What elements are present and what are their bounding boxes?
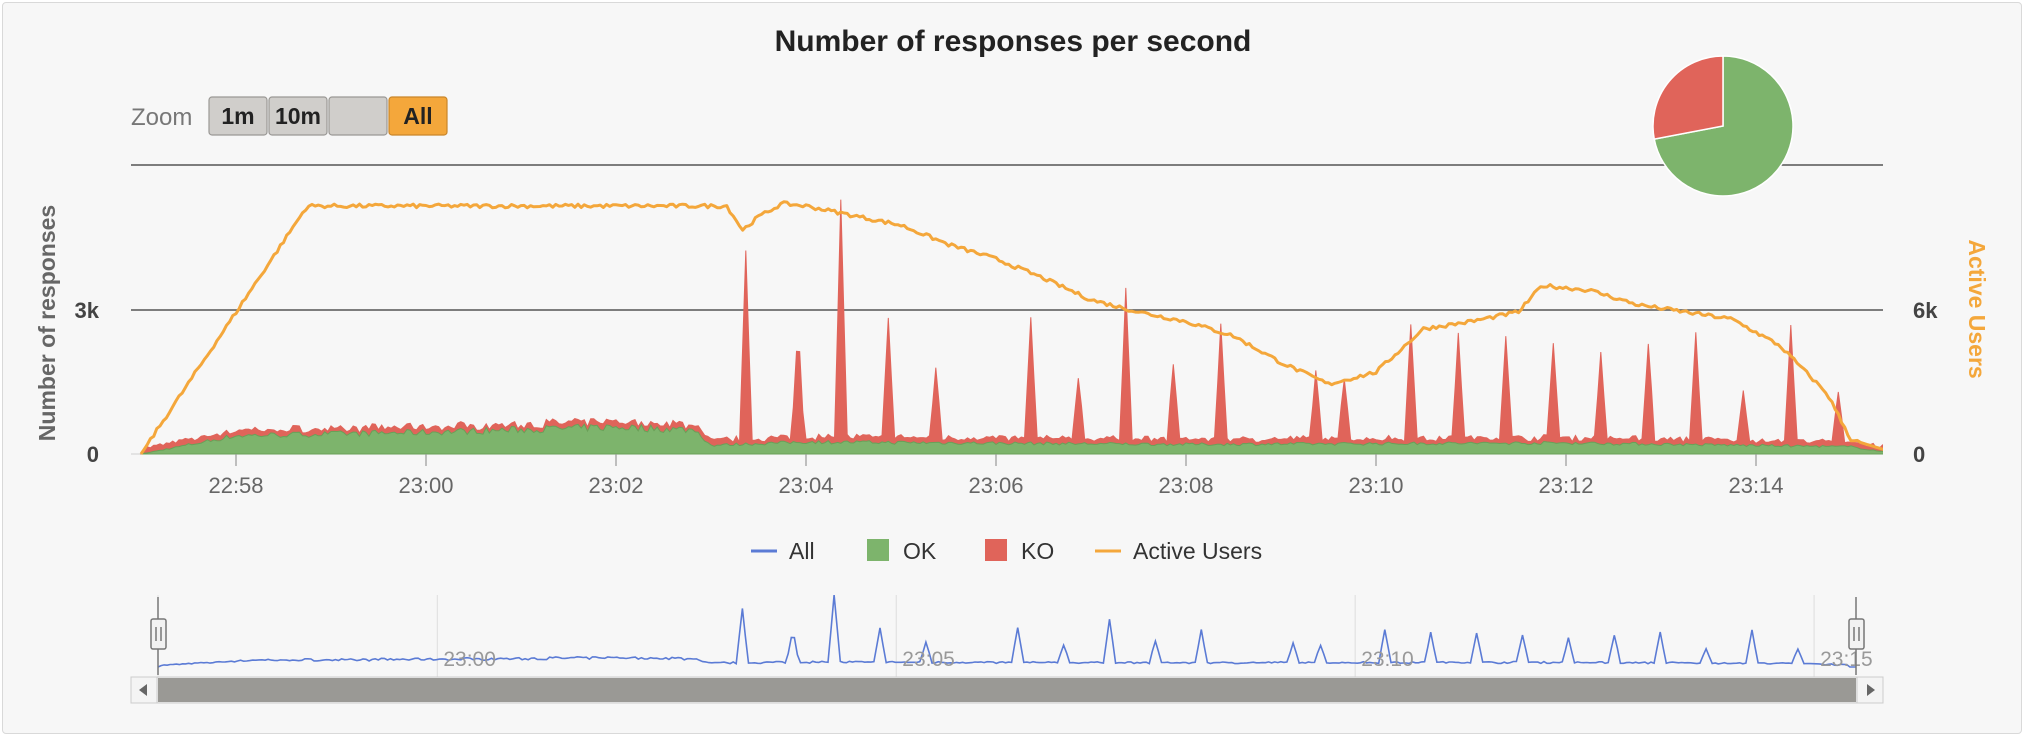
chart-canvas: Number of responses per second Zoom 1m 10… (34, 25, 1990, 704)
legend-item-ok[interactable]: OK (867, 538, 937, 564)
zoom-label: Zoom (131, 104, 192, 131)
navigator-plot (158, 595, 1856, 668)
zoom-button-group: 1m 10m All (208, 96, 448, 136)
zoom-button-bg[interactable] (268, 96, 328, 136)
x-tick-label: 23:06 (968, 473, 1023, 498)
ko-area (140, 199, 1883, 455)
y2-axis-title: Active Users (1964, 239, 1990, 378)
zoom-button-blank[interactable] (328, 96, 388, 136)
navigator-grid (436, 595, 1815, 677)
scrollbar-thumb[interactable] (158, 678, 1856, 702)
navigator-all-line (158, 595, 1856, 668)
navigator-tick-label: 23:00 (443, 648, 496, 671)
ok-series (140, 423, 1883, 455)
zoom-button-label: 10m (275, 103, 321, 129)
navigator-tick-label: 23:15 (1820, 648, 1873, 671)
legend-label: Active Users (1133, 538, 1262, 564)
y-axis-title: Number of responses (34, 205, 60, 441)
zoom-button-bg[interactable] (388, 96, 448, 136)
legend-item-all[interactable]: All (751, 538, 815, 564)
y2-tick-label: 0 (1913, 442, 1925, 467)
active-users-series (139, 200, 1883, 455)
plot-area (139, 199, 1883, 455)
y-tick-label: 0 (87, 442, 99, 467)
legend-label: KO (1021, 538, 1054, 564)
pie-slice-ko (1652, 55, 1724, 140)
x-tick-label: 23:14 (1728, 473, 1783, 498)
legend: All OK KO Active Users (751, 538, 1262, 564)
x-tick-label: 23:10 (1348, 473, 1403, 498)
zoom-button-label: 1m (221, 103, 254, 129)
x-tick-label: 23:02 (588, 473, 643, 498)
legend-item-ko[interactable]: KO (985, 538, 1054, 564)
navigator-x-axis: 23:00 23:05 23:10 23:15 (443, 648, 1872, 671)
x-tick-label: 23:08 (1158, 473, 1213, 498)
navigator-left-handle-grip[interactable] (150, 618, 167, 650)
x-tick-label: 23:00 (398, 473, 453, 498)
y-axis-right: 0 6k (1913, 298, 1938, 467)
x-axis: 22:58 23:00 23:02 23:04 23:06 23:08 23:10 23:12… (208, 454, 1784, 498)
x-tick-label: 23:12 (1538, 473, 1593, 498)
navigator-right-handle-grip[interactable] (1848, 618, 1865, 650)
chart-title: Number of responses per second (775, 25, 1252, 58)
zoom-button-All[interactable]: All (388, 96, 448, 136)
navigator-left-handle[interactable] (150, 597, 167, 675)
y-tick-label: 3k (75, 298, 100, 323)
zoom-button-10m[interactable]: 10m (268, 96, 328, 136)
navigator-tick-label: 23:05 (902, 648, 955, 671)
ok-area (140, 423, 1883, 455)
ko-series (140, 199, 1883, 455)
navigator-tick-label: 23:10 (1361, 648, 1414, 671)
zoom-button-label: All (403, 103, 432, 129)
legend-swatch (985, 539, 1007, 561)
active-users-line (139, 200, 1883, 455)
navigator-right-handle[interactable] (1848, 597, 1865, 675)
x-tick-label: 23:04 (778, 473, 833, 498)
y2-tick-label: 6k (1913, 298, 1938, 323)
legend-label: OK (903, 538, 937, 564)
scrollbar-left-arrow-icon (139, 684, 147, 696)
legend-label: All (789, 538, 815, 564)
ok-ko-pie-chart (1652, 55, 1794, 197)
legend-swatch (867, 539, 889, 561)
scrollbar-right-arrow-icon (1867, 684, 1875, 696)
navigator: 23:00 23:05 23:10 23:15 (130, 595, 1884, 704)
legend-item-active-users[interactable]: Active Users (1095, 538, 1262, 564)
x-tick-label: 22:58 (208, 473, 263, 498)
zoom-button-bg[interactable] (208, 96, 268, 136)
zoom-button-bg[interactable] (328, 96, 388, 136)
zoom-button-1m[interactable]: 1m (208, 96, 268, 136)
y-axis-left: 0 3k (75, 298, 100, 467)
